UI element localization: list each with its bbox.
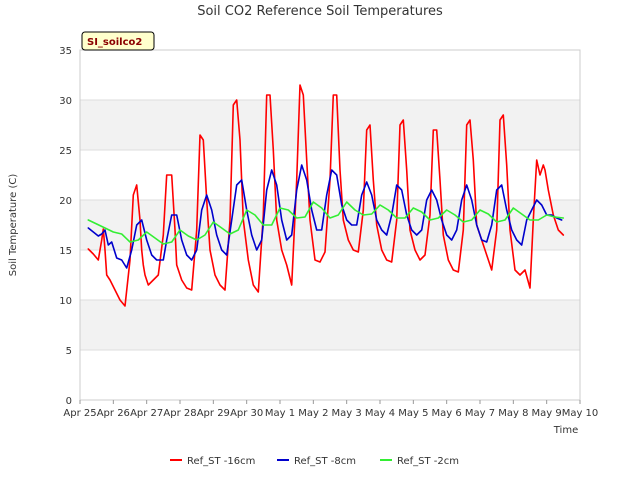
y-tick-label: 25 (59, 146, 72, 157)
x-axis-title: Time (553, 425, 578, 436)
y-tick-label: 20 (59, 196, 72, 207)
y-tick-label: 15 (59, 246, 72, 257)
x-axis: Apr 25 Apr 26 Apr 27 Apr 28 Apr 29 Apr 30 May … (63, 400, 598, 419)
station-badge: SI_soilco2 (81, 31, 155, 51)
chart-title: Soil CO2 Reference Soil Temperatures (197, 4, 443, 19)
y-axis-title: Soil Temperature (C) (8, 174, 19, 277)
background-band (80, 300, 580, 350)
plot-frame (79, 49, 581, 401)
x-tick-label: May 2 (298, 408, 328, 419)
background-band (80, 200, 580, 250)
y-tick-label: 10 (59, 296, 72, 307)
legend-label: Ref_ST -8cm (294, 456, 356, 467)
x-tick-label: May 1 (265, 408, 295, 419)
badge-box (81, 31, 155, 51)
x-tick-label: May 6 (432, 408, 462, 419)
x-tick-label: Apr 29 (197, 408, 230, 419)
series-line (87, 84, 565, 307)
x-tick-label: Apr 30 (230, 408, 263, 419)
x-tick-label: May 10 (562, 408, 599, 419)
series-line (87, 164, 563, 269)
legend: Ref_ST -16cm Ref_ST -8cm Ref_ST -2cm (170, 456, 459, 467)
x-tick-label: May 4 (365, 408, 395, 419)
x-tick-label: May 9 (532, 408, 562, 419)
legend-label: Ref_ST -16cm (187, 456, 255, 467)
y-tick-label: 0 (66, 396, 72, 407)
series-lines (87, 84, 565, 307)
x-tick-label: May 5 (398, 408, 428, 419)
legend-label: Ref_ST -2cm (397, 456, 459, 467)
y-tick-label: 30 (59, 96, 72, 107)
x-tick-label: Apr 26 (97, 408, 130, 419)
x-tick-label: May 8 (498, 408, 528, 419)
badge-label: SI_soilco2 (87, 37, 142, 48)
y-axis: 0 5 10 15 20 25 30 35 (59, 46, 72, 407)
background-band (80, 100, 580, 150)
y-tick-label: 5 (66, 346, 72, 357)
x-tick-label: Apr 27 (130, 408, 163, 419)
series-line (87, 201, 565, 245)
x-tick-label: May 3 (332, 408, 362, 419)
x-tick-label: Apr 28 (163, 408, 196, 419)
x-tick-label: Apr 25 (63, 408, 96, 419)
y-tick-label: 35 (59, 46, 72, 57)
x-tick-label: May 7 (465, 408, 495, 419)
